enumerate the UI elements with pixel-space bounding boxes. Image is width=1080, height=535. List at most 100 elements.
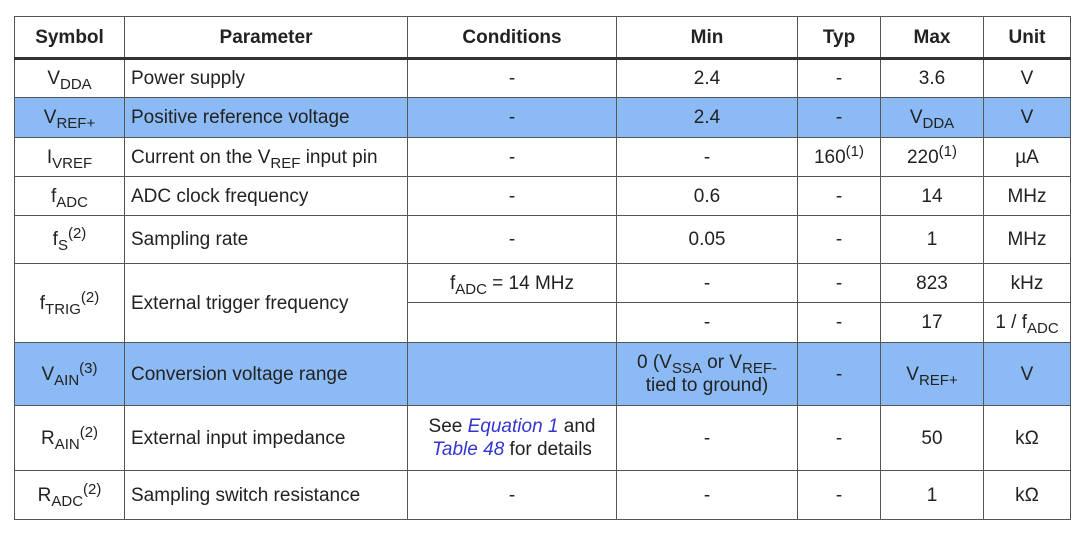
reference-link[interactable]: Table 48 xyxy=(432,439,505,460)
cell-text: V xyxy=(1020,107,1034,128)
cell-symbol: VDDA xyxy=(14,58,125,98)
cell-text: f xyxy=(52,229,58,250)
cell-text: - xyxy=(835,484,843,506)
cell-text: 3.6 xyxy=(918,68,946,89)
cell-typ: - xyxy=(797,342,881,406)
cell-typ: - xyxy=(797,58,881,98)
cell-conditions xyxy=(407,302,617,343)
table-row: IVREF Current on the VREF input pin - -160(… xyxy=(14,137,1071,177)
table-row: RAIN(2) External input impedance See Equat… xyxy=(14,405,1071,471)
cell-text: 160 xyxy=(813,146,846,168)
cell-text: - xyxy=(835,427,843,449)
cell-min: - xyxy=(616,302,798,343)
cell-text: VREF xyxy=(52,154,93,172)
header-min: Min xyxy=(616,16,798,60)
cell-max: 1 xyxy=(880,470,984,520)
cell-unit: V xyxy=(983,97,1071,138)
cell-text: (3) xyxy=(79,359,98,377)
cell-text: REF- xyxy=(742,360,777,377)
cell-text: V xyxy=(41,363,55,385)
cell-typ: - xyxy=(797,263,881,303)
cell-text: - xyxy=(508,146,516,168)
cell-text: (1) xyxy=(845,142,865,160)
cell-min: - xyxy=(616,405,798,471)
cell-conditions: - xyxy=(407,176,617,216)
cell-text: 17 xyxy=(921,312,943,333)
cell-max: 220(1) xyxy=(880,137,984,177)
cell-text: 1 xyxy=(926,229,938,250)
cell-text: ADC xyxy=(1027,320,1059,337)
cell-text: MHz xyxy=(1007,229,1047,250)
cell-text: 2.4 xyxy=(693,68,721,89)
cell-text: SSA xyxy=(671,360,702,377)
cell-typ: - xyxy=(797,97,881,138)
cell-text: - xyxy=(835,68,843,89)
cell-text: 1 xyxy=(926,484,938,506)
cell-max: VDDA xyxy=(880,97,984,138)
table-row: VDDA Power supply - 2.4 - 3.6 V xyxy=(14,58,1071,98)
cell-typ: - xyxy=(797,405,881,471)
cell-text: - xyxy=(703,272,711,294)
cell-text: - xyxy=(703,427,711,449)
cell-parameter: Positive reference voltage xyxy=(124,97,408,138)
cell-text: Conversion voltage range xyxy=(131,363,348,385)
header-max: Max xyxy=(880,16,984,60)
cell-text: ADC xyxy=(56,193,88,211)
cell-text: f xyxy=(51,185,57,207)
cell-text: - xyxy=(508,68,516,89)
cell-unit: MHz xyxy=(983,176,1071,216)
header-row: Symbol Parameter Conditions Min Typ Max Unit xyxy=(14,16,1071,60)
cell-text: for details xyxy=(504,439,592,460)
cell-text: V xyxy=(1020,363,1034,385)
cell-text: (2) xyxy=(83,480,102,498)
cell-parameter: ADC clock frequency xyxy=(124,176,408,216)
cell-text: ADC xyxy=(455,280,487,298)
cell-conditions: - xyxy=(407,137,617,177)
cell-symbol: RADC(2) xyxy=(14,470,125,520)
cell-min: - xyxy=(616,137,798,177)
cell-min: - xyxy=(616,470,798,520)
cell-text: µA xyxy=(1015,146,1039,168)
header-conditions: Conditions xyxy=(407,16,617,60)
cell-text: Positive reference voltage xyxy=(131,107,350,128)
header-symbol: Symbol xyxy=(14,16,125,60)
cell-parameter: External input impedance xyxy=(124,405,408,471)
cell-text: - xyxy=(508,229,516,250)
cell-symbol: fADC xyxy=(14,176,125,216)
cell-text: 14 xyxy=(921,185,943,207)
cell-text: 2.4 xyxy=(693,107,721,128)
cell-text: Sampling rate xyxy=(131,229,249,250)
cell-text: 0.05 xyxy=(688,229,726,250)
cell-max: VREF+ xyxy=(880,342,984,406)
cell-text: - xyxy=(508,185,516,207)
cell-text: and xyxy=(558,416,596,437)
cell-parameter: Conversion voltage range xyxy=(124,342,408,406)
cell-text: REF+ xyxy=(918,371,958,389)
reference-link[interactable]: Equation 1 xyxy=(467,416,559,437)
cell-typ: - xyxy=(797,215,881,264)
cell-text: MHz xyxy=(1007,185,1047,207)
adc-characteristics-table: Symbol Parameter Conditions Min Typ Max Unit V… xyxy=(14,16,1071,520)
cell-text: - xyxy=(703,146,711,168)
cell-text: (2) xyxy=(67,225,87,242)
cell-text: ADC clock frequency xyxy=(131,185,309,207)
table-row: VAIN(3) Conversion voltage range 0 (VSSA o… xyxy=(14,342,1071,406)
cell-unit: kΩ xyxy=(983,405,1071,471)
cell-text: kΩ xyxy=(1015,484,1039,506)
cell-conditions xyxy=(407,342,617,406)
cell-conditions: - xyxy=(407,97,617,138)
cell-text: V xyxy=(1020,68,1034,89)
cell-text: External input impedance xyxy=(131,427,346,449)
cell-text: Current on the V xyxy=(131,146,271,168)
cell-max: 1 xyxy=(880,215,984,264)
cell-text: input pin xyxy=(300,146,378,168)
cell-text: Power supply xyxy=(131,68,246,89)
header-unit: Unit xyxy=(983,16,1071,60)
cell-text: (1) xyxy=(938,142,958,160)
cell-conditions: - xyxy=(407,58,617,98)
cell-text: kHz xyxy=(1010,272,1044,294)
cell-unit: kHz xyxy=(983,263,1071,303)
cell-symbol: IVREF xyxy=(14,137,125,177)
cell-parameter: Sampling switch resistance xyxy=(124,470,408,520)
cell-text: f xyxy=(449,272,456,294)
